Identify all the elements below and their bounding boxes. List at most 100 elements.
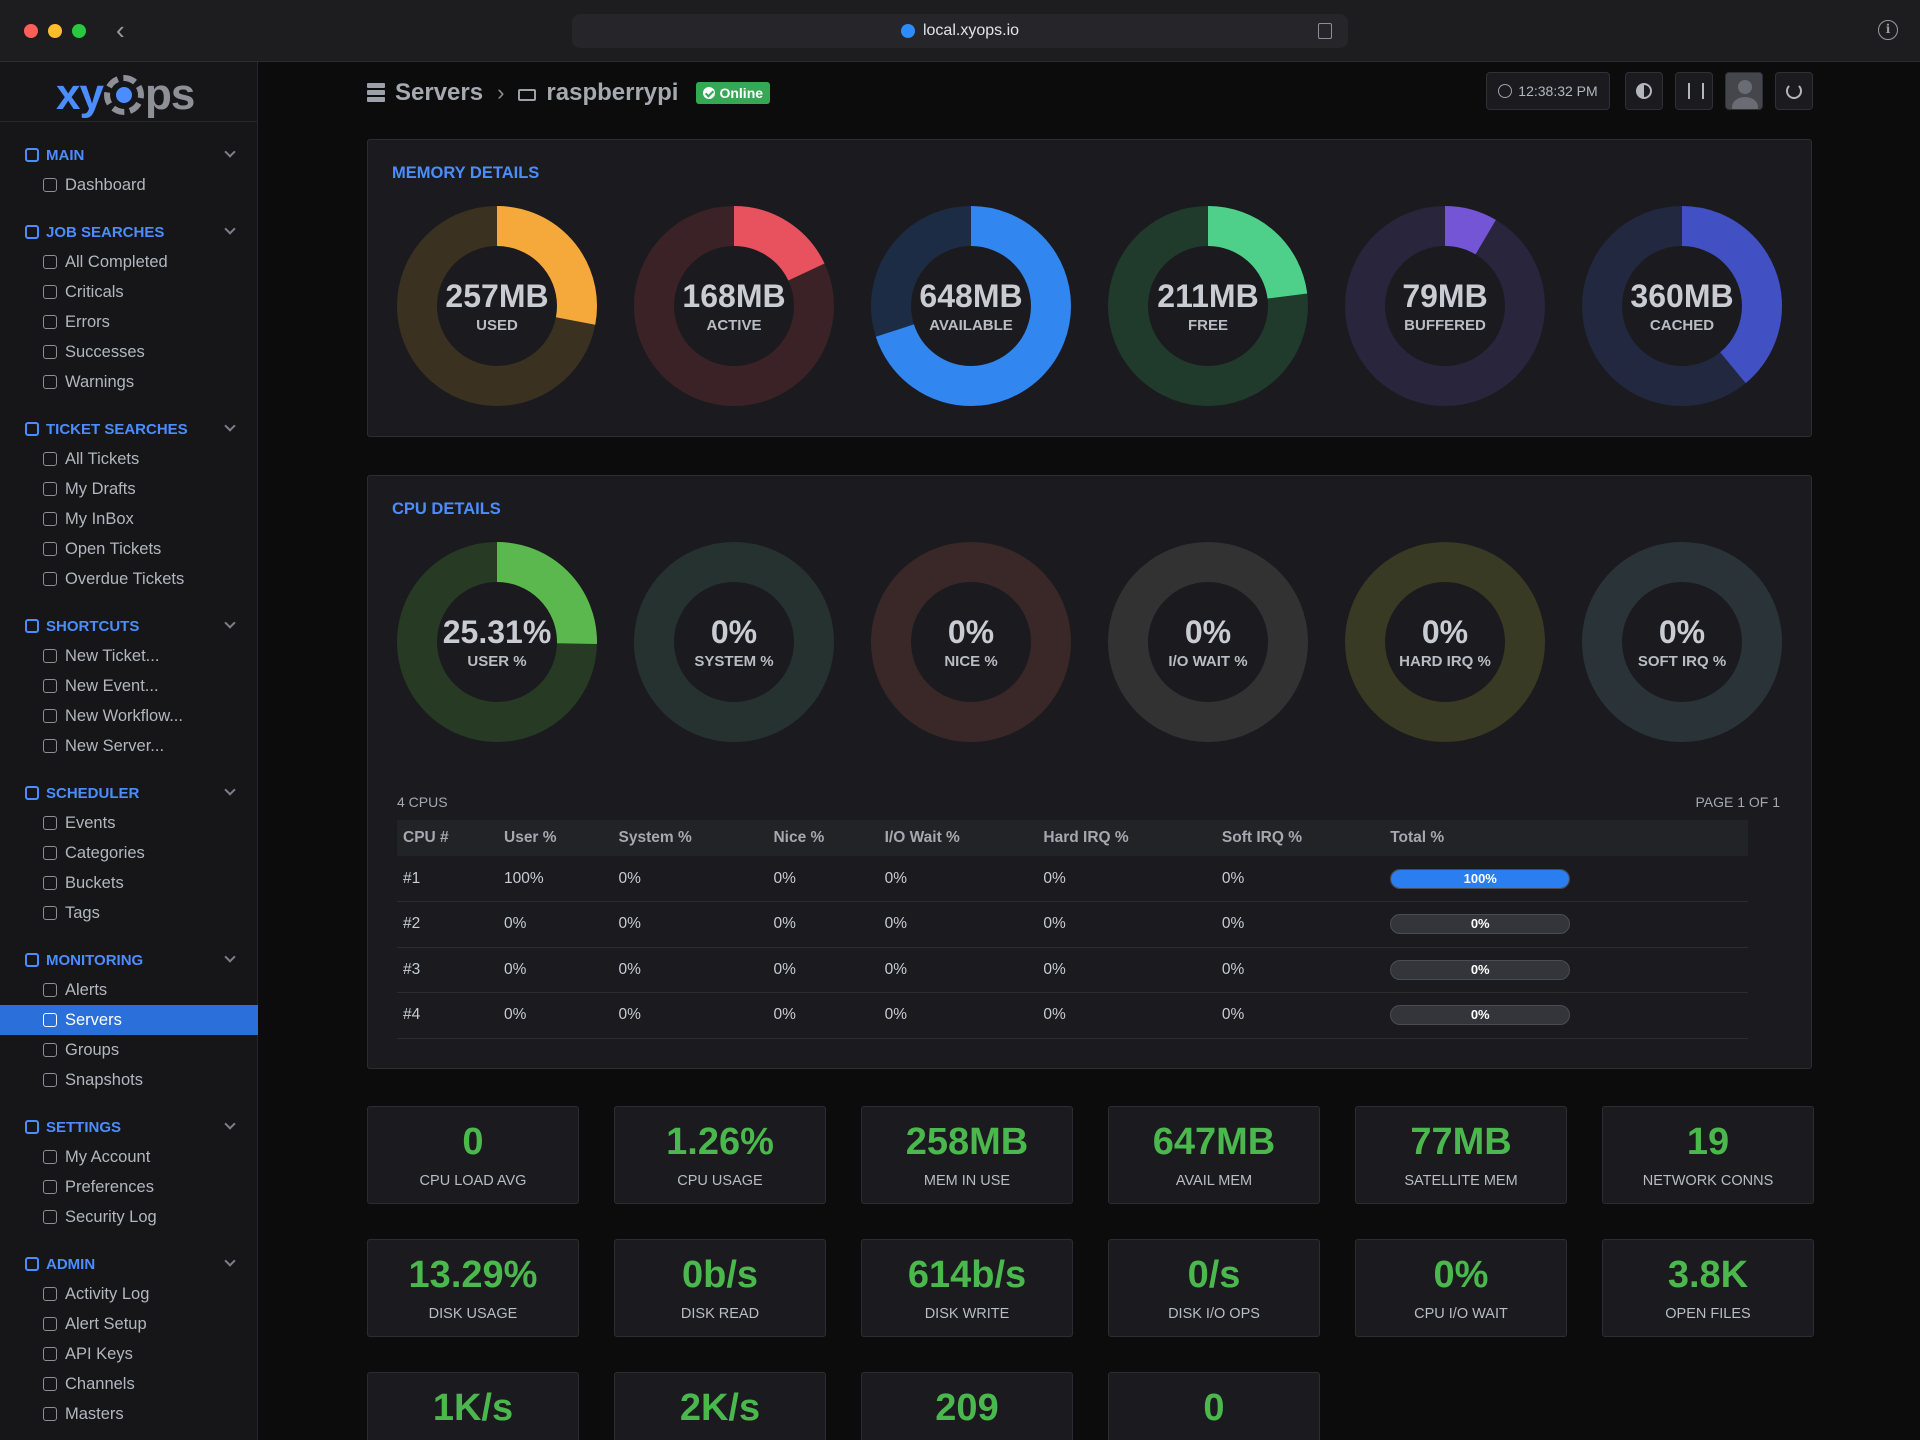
breadcrumb-servers-link[interactable]: Servers bbox=[395, 79, 484, 106]
stat-card: 0% CPU I/O WAIT bbox=[1355, 1239, 1567, 1337]
sidebar-item-tags[interactable]: Tags bbox=[0, 898, 258, 928]
memory-donut-value: 360MB bbox=[1630, 278, 1734, 314]
chevron-down-icon[interactable] bbox=[224, 146, 236, 158]
sidebar-item-errors[interactable]: Errors bbox=[0, 307, 258, 337]
table-column-header[interactable]: System % bbox=[612, 820, 768, 856]
theme-toggle-button[interactable] bbox=[1625, 72, 1663, 110]
sidebar-item-criticals[interactable]: Criticals bbox=[0, 277, 258, 307]
sidebar-item-new-event[interactable]: New Event... bbox=[0, 671, 258, 701]
table-row: #2 0% 0% 0% 0% 0% 0% 0% bbox=[397, 901, 1748, 948]
sidebar-item-categories[interactable]: Categories bbox=[0, 838, 258, 868]
sidebar-section: MONITORING Alerts Servers Groups Snapshots bbox=[0, 945, 258, 1095]
sidebar-item-security-log[interactable]: Security Log bbox=[0, 1202, 258, 1232]
new-server-icon bbox=[43, 739, 57, 753]
sidebar-section-header[interactable]: SHORTCUTS bbox=[0, 611, 258, 641]
address-bar[interactable]: local.xyops.io bbox=[572, 14, 1348, 48]
reader-mode-icon[interactable] bbox=[1318, 23, 1332, 39]
table-column-header[interactable]: Total % bbox=[1384, 820, 1748, 856]
sidebar-item-alerts[interactable]: Alerts bbox=[0, 975, 258, 1005]
sidebar-section-title: TICKET SEARCHES bbox=[46, 420, 188, 438]
sidebar-item-label: New Ticket... bbox=[65, 646, 160, 665]
sidebar-item-servers[interactable]: Servers bbox=[0, 1005, 258, 1035]
cpu-donut: 25.31% USER % bbox=[397, 542, 597, 742]
window-zoom-button[interactable] bbox=[72, 24, 86, 38]
back-chevron-icon[interactable]: ‹ bbox=[116, 15, 125, 45]
xyops-logo[interactable]: xy ps bbox=[56, 70, 195, 120]
table-cell-total: 0% bbox=[1384, 901, 1748, 948]
stat-label: CPU LOAD AVG bbox=[419, 1173, 527, 1189]
sidebar-item-new-workflow[interactable]: New Workflow... bbox=[0, 701, 258, 731]
logout-power-button[interactable] bbox=[1775, 72, 1813, 110]
sidebar-item-buckets[interactable]: Buckets bbox=[0, 868, 258, 898]
sidebar-item-label: Preferences bbox=[65, 1177, 154, 1196]
table-column-header[interactable]: Soft IRQ % bbox=[1215, 820, 1385, 856]
sidebar-item-channels[interactable]: Channels bbox=[0, 1369, 258, 1399]
cpu-donut-label: USER % bbox=[467, 653, 527, 670]
table-column-header[interactable]: I/O Wait % bbox=[878, 820, 1038, 856]
sidebar-item-all-completed[interactable]: All Completed bbox=[0, 247, 258, 277]
sidebar-item-open-tickets[interactable]: Open Tickets bbox=[0, 534, 258, 564]
table-column-header[interactable]: Nice % bbox=[767, 820, 879, 856]
stat-card: 19 NETWORK CONNS bbox=[1602, 1106, 1814, 1204]
sidebar-item-label: Alerts bbox=[65, 980, 108, 999]
sidebar-item-warnings[interactable]: Warnings bbox=[0, 367, 258, 397]
sidebar-section: SETTINGS My Account Preferences Security Lo… bbox=[0, 1112, 258, 1232]
cpu-donut-label: SYSTEM % bbox=[694, 653, 774, 670]
sidebar-item-new-ticket[interactable]: New Ticket... bbox=[0, 641, 258, 671]
sidebar-item-api-keys[interactable]: API Keys bbox=[0, 1339, 258, 1369]
sidebar-item-my-inbox[interactable]: My InBox bbox=[0, 504, 258, 534]
stat-label: SATELLITE MEM bbox=[1404, 1173, 1518, 1189]
chevron-down-icon[interactable] bbox=[224, 420, 236, 432]
sidebar-section-header[interactable]: SCHEDULER bbox=[0, 778, 258, 808]
memory-donut-value: 648MB bbox=[919, 278, 1023, 314]
stat-label: DISK I/O OPS bbox=[1168, 1306, 1260, 1322]
sidebar-section-title: SETTINGS bbox=[46, 1118, 122, 1136]
sidebar-section-header[interactable]: MAIN bbox=[0, 140, 258, 170]
stat-card: 77MB SATELLITE MEM bbox=[1355, 1106, 1567, 1204]
sidebar-item-masters[interactable]: Masters bbox=[0, 1399, 258, 1429]
sidebar-section: SHORTCUTS New Ticket... New Event... New Wo… bbox=[0, 611, 258, 761]
window-minimize-button[interactable] bbox=[48, 24, 62, 38]
sidebar-section-header[interactable]: ADMIN bbox=[0, 1249, 258, 1279]
clock-button[interactable]: 12:38:32 PM bbox=[1486, 72, 1610, 110]
chevron-down-icon[interactable] bbox=[224, 1118, 236, 1130]
preferences-sliders-button[interactable] bbox=[1675, 72, 1713, 110]
sidebar-item-new-server[interactable]: New Server... bbox=[0, 731, 258, 761]
chevron-down-icon[interactable] bbox=[224, 1255, 236, 1267]
sidebar-item-my-account[interactable]: My Account bbox=[0, 1142, 258, 1172]
donut-arc bbox=[397, 542, 597, 742]
sidebar-item-events[interactable]: Events bbox=[0, 808, 258, 838]
avatar[interactable] bbox=[1725, 72, 1763, 110]
sidebar-item-snapshots[interactable]: Snapshots bbox=[0, 1065, 258, 1095]
sidebar-section-header[interactable]: TICKET SEARCHES bbox=[0, 414, 258, 444]
sidebar-item-my-drafts[interactable]: My Drafts bbox=[0, 474, 258, 504]
sidebar-section-header[interactable]: SETTINGS bbox=[0, 1112, 258, 1142]
table-column-header[interactable]: CPU # bbox=[397, 820, 498, 856]
sidebar-section-header[interactable]: MONITORING bbox=[0, 945, 258, 975]
status-badge: Online bbox=[696, 82, 771, 104]
info-icon[interactable]: i bbox=[1878, 20, 1898, 40]
sidebar-section-header[interactable]: JOB SEARCHES bbox=[0, 217, 258, 247]
sidebar-item-preferences[interactable]: Preferences bbox=[0, 1172, 258, 1202]
window-close-button[interactable] bbox=[24, 24, 38, 38]
table-column-header[interactable]: Hard IRQ % bbox=[1037, 820, 1216, 856]
sidebar-item-activity-log[interactable]: Activity Log bbox=[0, 1279, 258, 1309]
stat-value: 209 bbox=[935, 1387, 999, 1429]
sidebar-item-dashboard[interactable]: Dashboard bbox=[0, 170, 258, 200]
table-column-header[interactable]: User % bbox=[498, 820, 613, 856]
table-cell-total: 0% bbox=[1384, 947, 1748, 993]
chevron-down-icon[interactable] bbox=[224, 951, 236, 963]
sidebar-item-successes[interactable]: Successes bbox=[0, 337, 258, 367]
sidebar-item-label: Security Log bbox=[65, 1207, 157, 1226]
sidebar-section: MAIN Dashboard bbox=[0, 140, 258, 200]
sidebar-item-all-tickets[interactable]: All Tickets bbox=[0, 444, 258, 474]
chevron-down-icon[interactable] bbox=[224, 223, 236, 235]
chevron-down-icon[interactable] bbox=[224, 784, 236, 796]
sidebar-item-overdue-tickets[interactable]: Overdue Tickets bbox=[0, 564, 258, 594]
table-cell-hardirq: 0% bbox=[1037, 992, 1216, 1039]
sidebar-item-alert-setup[interactable]: Alert Setup bbox=[0, 1309, 258, 1339]
sidebar-item-groups[interactable]: Groups bbox=[0, 1035, 258, 1065]
table-row: #4 0% 0% 0% 0% 0% 0% 0% bbox=[397, 992, 1748, 1039]
chevron-down-icon[interactable] bbox=[224, 617, 236, 629]
cpu-donut-label: HARD IRQ % bbox=[1399, 653, 1491, 670]
